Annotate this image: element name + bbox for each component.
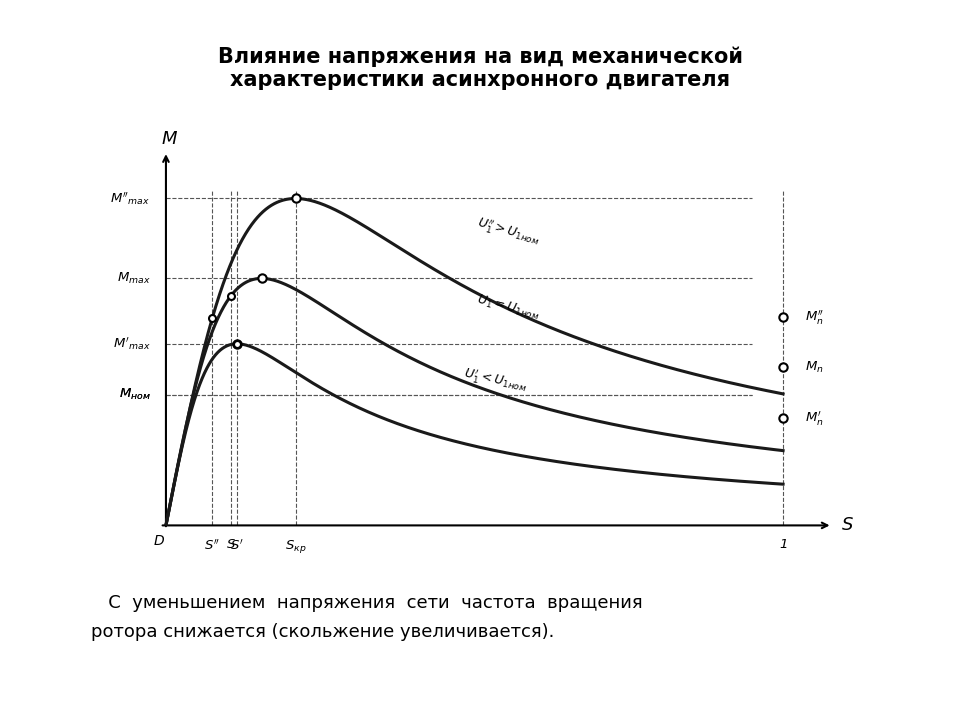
Text: $M''_{max}$: $M''_{max}$ [110,190,151,207]
Text: D: D [154,534,164,549]
Text: $U_1 = U_{1ном}$: $U_1 = U_{1ном}$ [474,292,540,323]
Text: С  уменьшением  напряжения  сети  частота  вращения: С уменьшением напряжения сети частота вр… [91,594,643,612]
Text: $S$: $S$ [226,538,236,551]
Text: M: M [161,130,177,148]
Text: Влияние напряжения на вид механической
характеристики асинхронного двигателя: Влияние напряжения на вид механической х… [218,47,742,91]
Text: S: S [842,516,853,534]
Text: 1: 1 [779,538,787,551]
Text: $M'_{max}$: $M'_{max}$ [113,336,151,352]
Text: $S'$: $S'$ [230,538,244,553]
Text: ротора снижается (скольжение увеличивается).: ротора снижается (скольжение увеличивает… [91,623,555,641]
Text: $S''$: $S''$ [204,538,221,553]
Text: $M_n$: $M_n$ [804,360,824,375]
Text: $M_{ном}$: $M_{ном}$ [119,387,151,402]
Text: $M_{ном}$: $M_{ном}$ [119,387,151,402]
Text: $M_n''$: $M_n''$ [804,307,824,325]
Text: $U_1'' > U_{1ном}$: $U_1'' > U_{1ном}$ [474,214,541,248]
Text: $M_n'$: $M_n'$ [804,409,824,427]
Text: $U_1' < U_{1ном}$: $U_1' < U_{1ном}$ [462,364,529,395]
Text: $S_{кр}$: $S_{кр}$ [285,538,306,555]
Text: $M_{max}$: $M_{max}$ [117,271,151,286]
